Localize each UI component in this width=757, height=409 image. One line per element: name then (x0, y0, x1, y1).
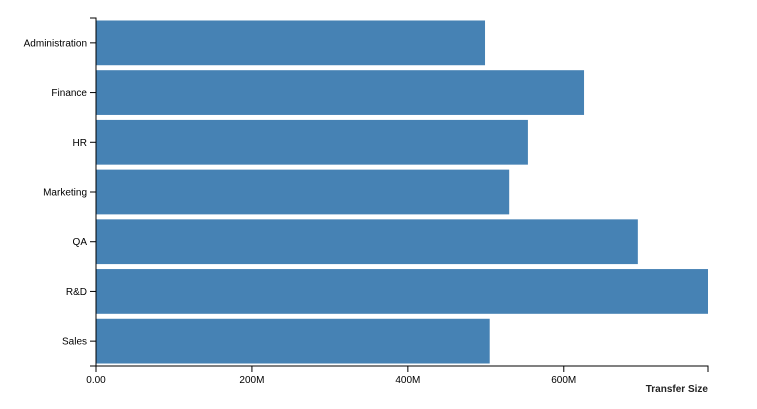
bar-sales (96, 318, 490, 364)
y-tick-label: Finance (51, 88, 87, 99)
bars (96, 20, 708, 364)
y-axis: Administration Finance HR Marketing QA R&D Sal… (24, 17, 97, 367)
bar-marketing (96, 169, 510, 215)
bar-rd (96, 269, 708, 314)
x-axis-label: Transfer Size (646, 384, 709, 395)
bar-hr (96, 119, 528, 165)
y-tick-label: Marketing (43, 188, 87, 199)
x-tick-label: 400M (395, 375, 420, 386)
x-axis: 0.00 200M 400M 600M (86, 365, 709, 386)
bar-finance (96, 70, 585, 115)
y-tick-label: QA (73, 237, 88, 248)
bar-qa (96, 219, 638, 265)
y-tick-label: Administration (24, 38, 87, 49)
y-tick-label: Sales (62, 337, 87, 348)
x-tick-label: 600M (551, 375, 576, 386)
y-axis-line (90, 17, 97, 367)
x-axis-line (95, 365, 709, 372)
x-tick-label: 200M (239, 375, 264, 386)
y-tick-label: HR (73, 138, 87, 149)
bar-administration (96, 20, 486, 66)
y-tick-label: R&D (66, 287, 87, 298)
x-tick-label: 0.00 (86, 375, 106, 386)
